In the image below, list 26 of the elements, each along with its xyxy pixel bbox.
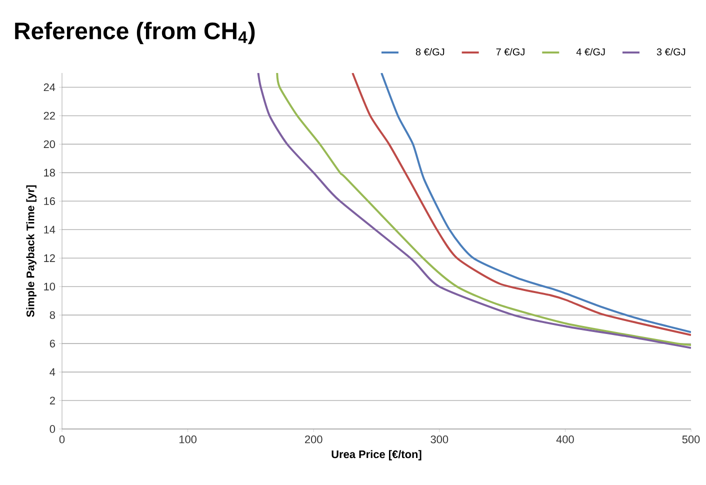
x-tick-label: 200 [305,436,322,444]
x-tick-label: 100 [179,436,196,444]
y-axis-title: Simple Payback Time [yr] [26,185,36,317]
y-tick-label: 22 [44,112,55,120]
y-tick-label: 2 [50,396,55,404]
y-tick-label: 24 [44,83,56,92]
y-tick-label: 4 [50,368,56,376]
y-tick-label: 0 [50,425,56,433]
x-axis-title: Urea Price [€/ton] [332,450,422,460]
y-tick-label: 20 [44,140,56,148]
y-tick-label: 16 [44,197,55,206]
y-tick-label: 8 [50,311,55,319]
legend-label: 8 €/GJ [416,48,444,56]
legend-label: 4 €/GJ [576,48,605,56]
chart-title: Reference (from CH$_{4}$) [15,22,255,44]
y-tick-label: 10 [44,282,56,290]
legend-label: 7 €/GJ [496,48,524,56]
x-tick-label: 300 [430,436,448,444]
y-tick-label: 14 [44,226,56,234]
y-tick-label: 6 [50,340,55,348]
y-tick-label: 18 [44,168,55,177]
legend-label: 3 €/GJ [656,48,686,56]
x-tick-label: 500 [682,436,700,444]
y-tick-label: 12 [44,254,55,262]
x-tick-label: 400 [556,436,574,444]
x-tick-label: 0 [59,436,65,444]
